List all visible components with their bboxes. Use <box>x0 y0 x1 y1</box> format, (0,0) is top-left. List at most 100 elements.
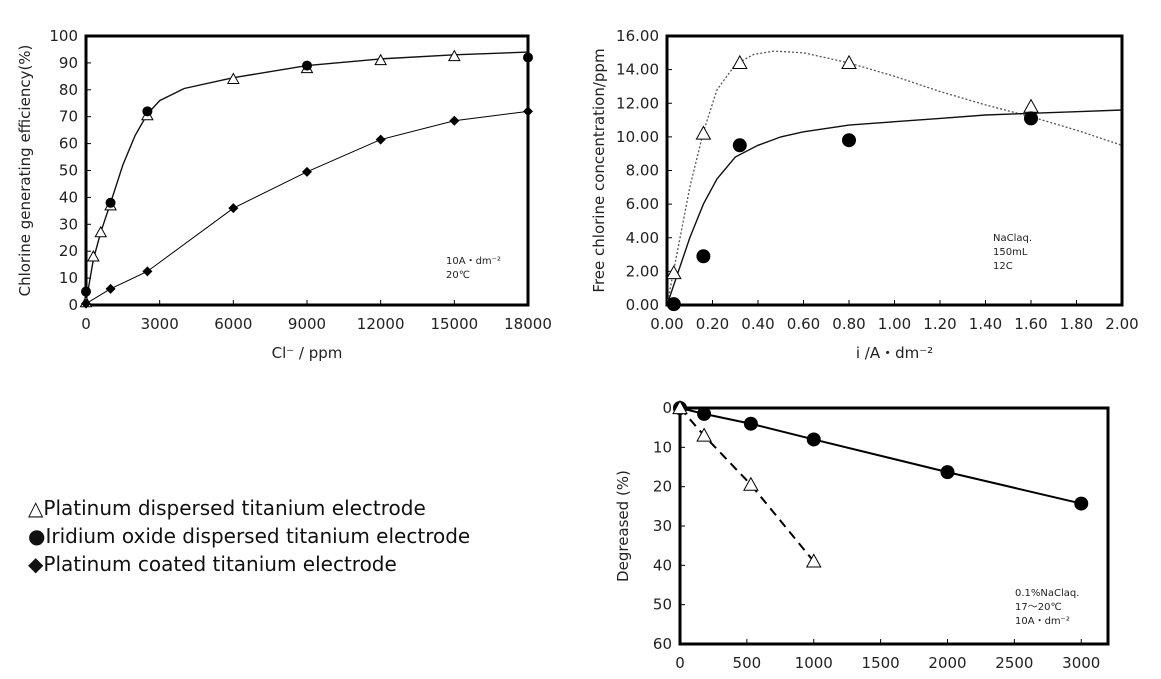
fit-curve <box>85 51 529 303</box>
y-tick-label: 70 <box>59 108 78 126</box>
x-tick-label: 3000 <box>141 315 179 333</box>
x-tick-label: 15000 <box>430 315 478 333</box>
data-point-triangle <box>841 54 857 69</box>
annotation-text: 12C <box>993 261 1013 272</box>
y-tick-label: 30 <box>653 517 672 535</box>
x-tick-label: 1500 <box>862 654 900 672</box>
y-tick-label: 100 <box>49 27 78 45</box>
data-point-circle <box>666 297 681 312</box>
triangle-icon: △ <box>28 496 44 520</box>
data-point-diamond <box>449 115 460 126</box>
annotation-text: 17〜20℃ <box>1015 602 1062 613</box>
data-point-triangle <box>805 553 822 568</box>
y-tick-label: 0 <box>68 296 78 314</box>
y-tick-label: 12.00 <box>616 94 659 112</box>
circle-icon: ● <box>28 524 46 548</box>
data-point-diamond <box>302 166 312 177</box>
legend-label: Platinum dispersed titanium electrode <box>43 496 426 520</box>
data-point-circle <box>1074 496 1089 511</box>
x-tick-label: 2000 <box>928 654 966 672</box>
x-tick-label: 3000 <box>1062 654 1100 672</box>
data-point-circle <box>1024 111 1038 126</box>
chart-1: 0 3000 6000 9000 12000 15000 18000 0 10 20 30 40 50 6… <box>16 27 552 362</box>
x-tick-label: 500 <box>733 654 762 672</box>
series-line <box>85 110 529 305</box>
y-tick-label: 60 <box>59 135 78 153</box>
annotation-text: 150mL <box>993 247 1028 258</box>
data-point-triangle <box>731 54 748 69</box>
x-tick-label: 2500 <box>995 654 1033 672</box>
fit-curve <box>666 109 1123 306</box>
x-tick-label: 9000 <box>288 315 326 333</box>
data-point-triangle <box>672 399 688 415</box>
data-point-circle <box>81 286 91 297</box>
diamond-icon: ◆ <box>28 552 44 576</box>
data-point-circle <box>105 197 116 208</box>
data-point-circle <box>743 416 758 431</box>
annotation-text: 10A・dm⁻² <box>446 256 501 267</box>
data-point-circle <box>523 52 533 63</box>
y-tick-label: 50 <box>59 162 78 180</box>
data-point-circle <box>732 138 747 153</box>
legend-label: Iridium oxide dispersed titanium electro… <box>45 524 471 548</box>
y-tick-label: 10 <box>59 269 78 287</box>
x-tick-label: 0.80 <box>832 315 865 333</box>
x-tick-label: 1.80 <box>1060 315 1093 333</box>
chart-3: 0 500 1000 1500 2000 2500 3000 0 10 20 30 40 50 60 Deg… <box>614 399 1110 672</box>
annotation-text: 10A・dm⁻² <box>1015 616 1070 627</box>
y-tick-label: 10 <box>653 438 672 456</box>
data-point-circle <box>142 106 153 117</box>
chart-2: 0.00 0.20 0.40 0.60 0.80 1.00 1.20 1.40 1.60 1.80… <box>590 27 1139 362</box>
y-tick-label: 4.00 <box>626 229 659 247</box>
data-point-triangle <box>743 476 759 491</box>
legend-item-iridium-oxide: ●Iridium oxide dispersed titanium electr… <box>28 522 470 550</box>
y-axis-title: Degreased (%) <box>614 470 632 582</box>
data-point-diamond <box>81 298 91 309</box>
data-point-triangle <box>374 53 388 66</box>
data-point-triangle <box>665 265 682 280</box>
data-point-diamond <box>523 106 533 117</box>
data-point-triangle <box>1023 98 1039 113</box>
fit-curve <box>666 50 1123 306</box>
data-point-diamond <box>228 203 239 214</box>
annotation-text: 0.1%NaClaq. <box>1015 588 1079 599</box>
legend-item-platinum-coated: ◆Platinum coated titanium electrode <box>28 550 470 578</box>
legend-label: Platinum coated titanium electrode <box>43 552 397 576</box>
series-line <box>679 407 1082 505</box>
x-tick-label: 0 <box>675 654 685 672</box>
x-tick-label: 0.60 <box>787 315 820 333</box>
data-point-diamond <box>142 266 153 277</box>
x-axis-title: Cl⁻ / ppm <box>272 344 343 362</box>
y-tick-label: 14.00 <box>616 61 659 79</box>
data-point-diamond <box>375 134 386 145</box>
y-tick-label: 50 <box>653 596 672 614</box>
y-tick-label: 90 <box>59 54 78 72</box>
annotation-text: NaClaq. <box>993 233 1032 244</box>
y-tick-label: 16.00 <box>616 27 659 45</box>
y-tick-label: 60 <box>653 635 672 653</box>
y-axis-title: Free chlorine concentration/ppm <box>590 48 608 292</box>
y-tick-label: 80 <box>59 81 78 99</box>
data-point-triangle <box>87 250 100 262</box>
x-tick-label: 1000 <box>795 654 833 672</box>
y-tick-label: 2.00 <box>626 262 659 280</box>
x-tick-label: 1.60 <box>1014 315 1047 333</box>
x-tick-label: 0.20 <box>696 315 729 333</box>
x-axis-title: i /A・dm⁻² <box>856 344 933 362</box>
y-tick-label: 0 <box>662 399 672 417</box>
x-tick-label: 1.00 <box>878 315 911 333</box>
x-tick-label: 18000 <box>504 315 552 333</box>
data-point-triangle <box>226 72 240 84</box>
data-point-circle <box>696 249 711 264</box>
y-tick-label: 8.00 <box>626 162 659 180</box>
data-point-triangle <box>447 49 461 62</box>
y-tick-label: 6.00 <box>626 195 659 213</box>
data-point-triangle <box>695 125 712 140</box>
y-tick-label: 0.00 <box>626 296 659 314</box>
x-tick-label: 2.00 <box>1105 315 1138 333</box>
data-point-diamond <box>105 283 116 294</box>
x-tick-label: 1.20 <box>923 315 956 333</box>
x-tick-label: 12000 <box>357 315 405 333</box>
y-tick-label: 20 <box>653 478 672 496</box>
